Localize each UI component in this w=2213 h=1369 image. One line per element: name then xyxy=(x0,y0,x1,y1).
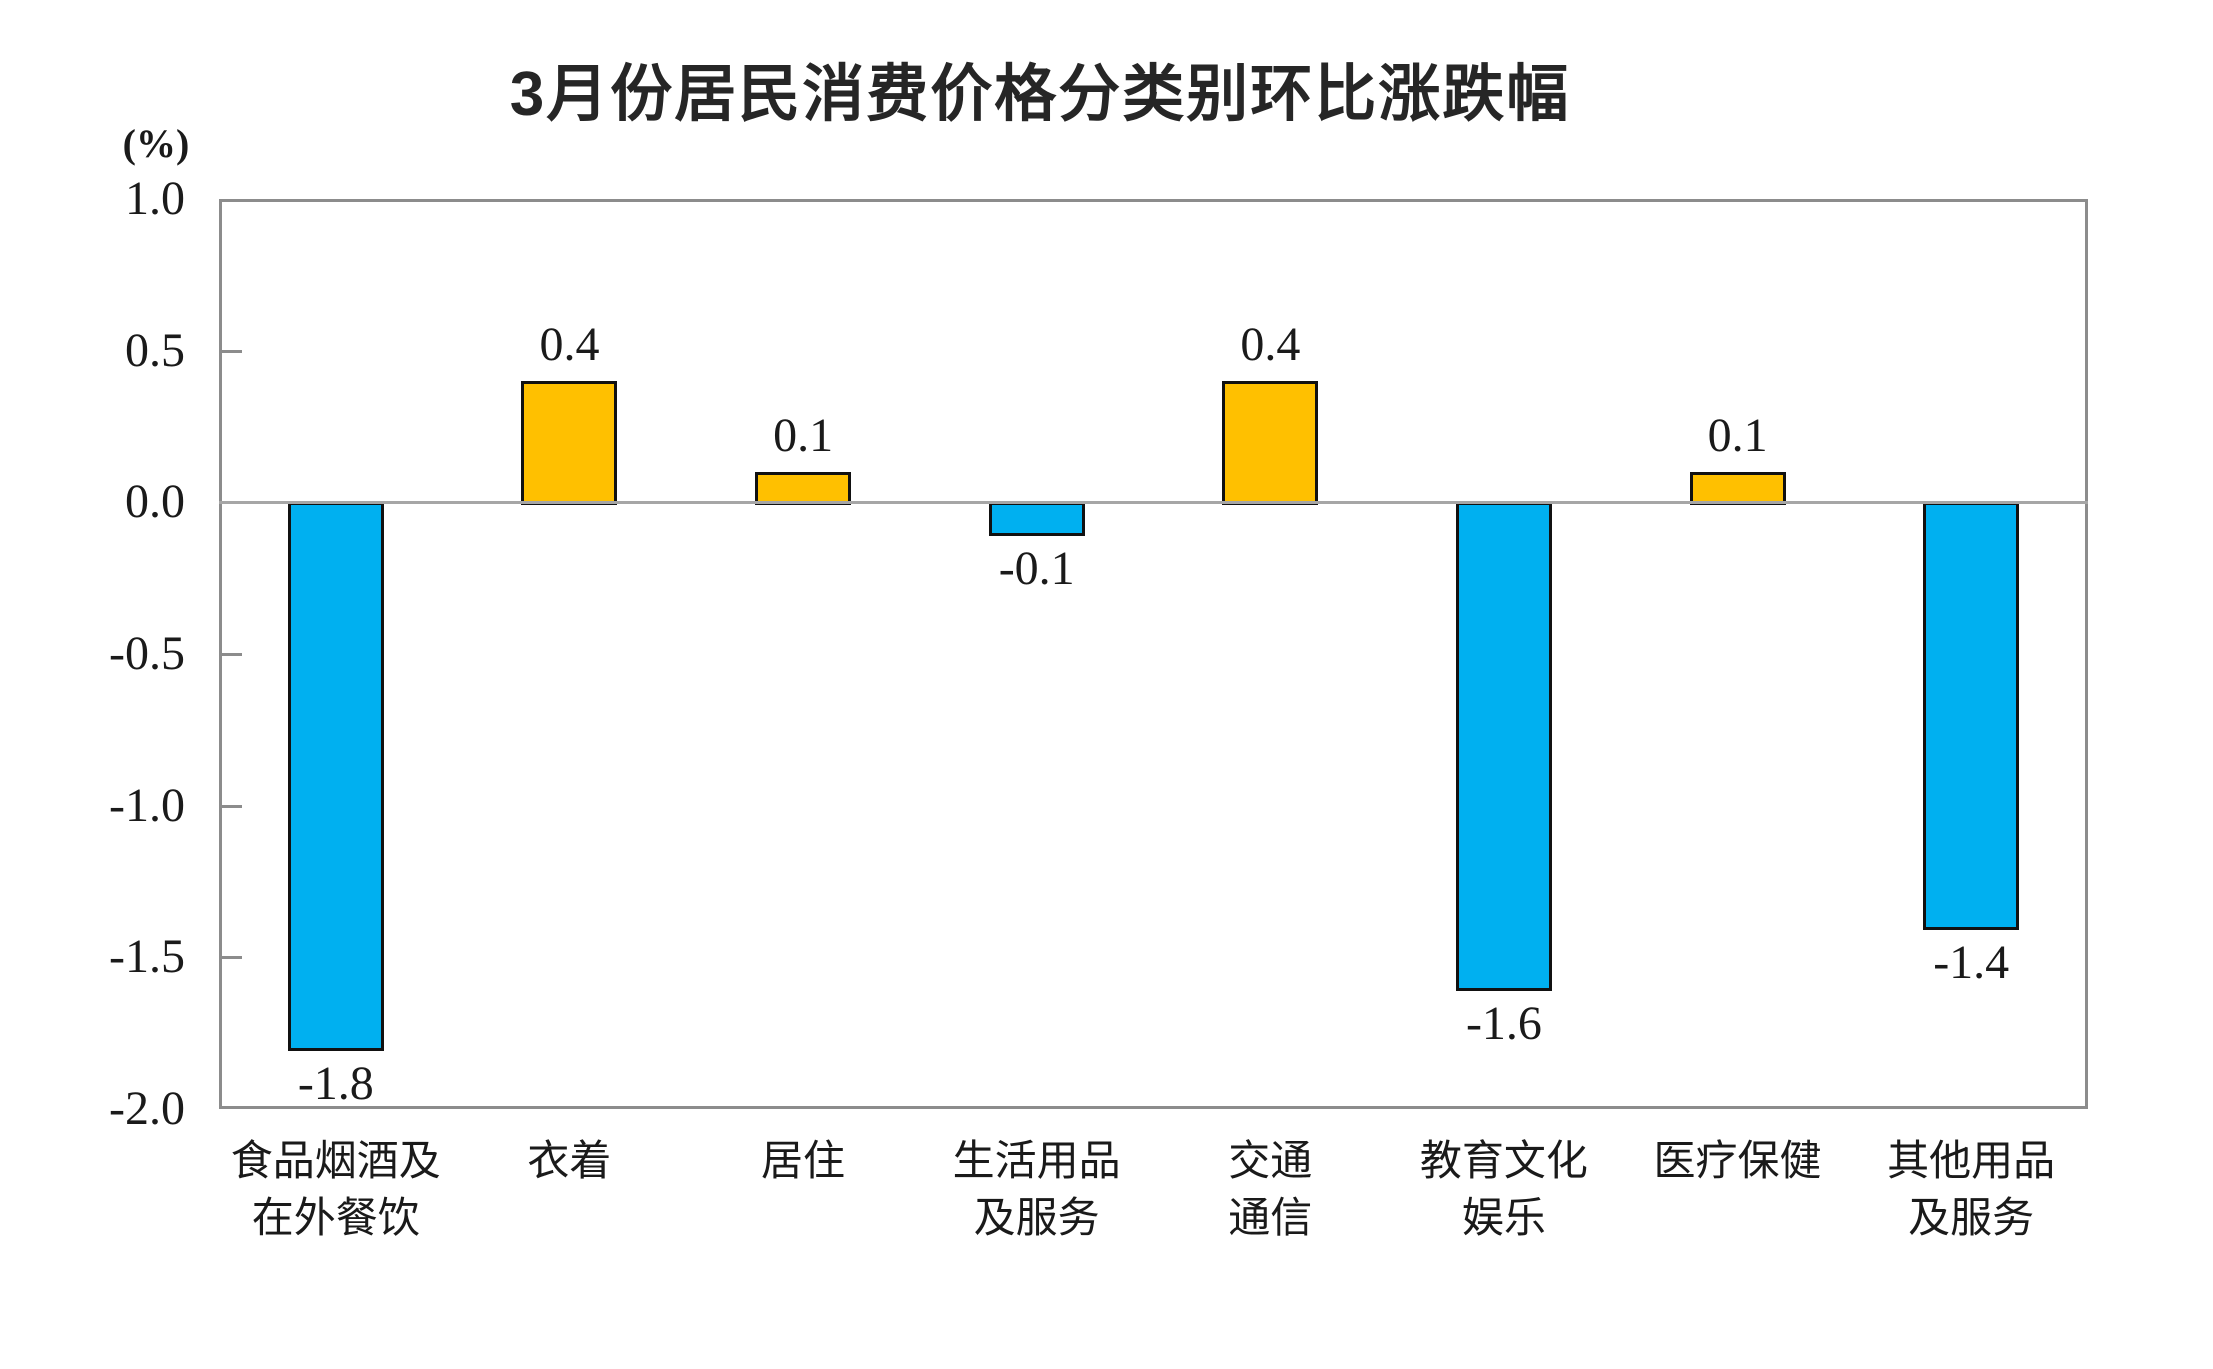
bar-value-label: 0.4 xyxy=(1240,318,1301,371)
category-label: 医疗保健 xyxy=(1653,1139,1822,1185)
zero-line xyxy=(219,501,2088,505)
y-axis-tick-label: -1.5 xyxy=(109,930,185,984)
category-label: 交通 通信 xyxy=(1228,1139,1313,1242)
bar-医疗保健 xyxy=(1689,472,1786,506)
category-label: 居住 xyxy=(761,1139,846,1185)
bar-value-label: -0.1 xyxy=(998,541,1075,595)
bar-value-label: 0.4 xyxy=(539,318,600,371)
y-axis-tick-label: 1.0 xyxy=(125,172,185,225)
plot-area xyxy=(219,199,2088,1109)
category-label: 衣着 xyxy=(527,1139,612,1185)
bar-教育文化娱乐 xyxy=(1455,502,1552,991)
bar-交通通信 xyxy=(1222,381,1319,506)
bar-衣着 xyxy=(521,381,618,506)
y-axis-tick-label: 0.0 xyxy=(125,475,185,529)
y-axis-tick-label: -1.0 xyxy=(109,778,185,832)
bar-居住 xyxy=(755,472,852,506)
category-label: 教育文化 娱乐 xyxy=(1419,1139,1588,1242)
category-label: 食品烟酒及 在外餐饮 xyxy=(230,1139,441,1242)
category-label: 生活用品 及服务 xyxy=(952,1139,1121,1242)
y-axis-tick xyxy=(222,653,242,656)
bar-value-label: 0.1 xyxy=(1707,409,1768,462)
y-axis-unit-label: (%) xyxy=(122,121,190,166)
chart-title: 3月份居民消费价格分类别环比涨跌幅 xyxy=(509,60,1571,129)
y-axis-tick-label: -2.0 xyxy=(109,1082,185,1135)
bar-生活用品及服务 xyxy=(988,502,1085,536)
bar-value-label: -1.8 xyxy=(297,1057,374,1111)
y-axis-tick-label: -0.5 xyxy=(109,627,185,680)
bar-其他用品及服务 xyxy=(1923,502,2020,930)
bar-value-label: 0.1 xyxy=(773,409,834,462)
category-label: 其他用品 及服务 xyxy=(1887,1139,2056,1242)
bar-value-label: -1.6 xyxy=(1465,996,1542,1050)
bar-食品烟酒及在外餐饮 xyxy=(287,502,384,1052)
bar-value-label: -1.4 xyxy=(1933,936,2010,989)
y-axis-tick xyxy=(222,804,242,808)
y-axis-tick-label: 0.5 xyxy=(125,323,185,377)
y-axis-tick xyxy=(222,956,242,960)
y-axis-tick xyxy=(222,349,242,353)
